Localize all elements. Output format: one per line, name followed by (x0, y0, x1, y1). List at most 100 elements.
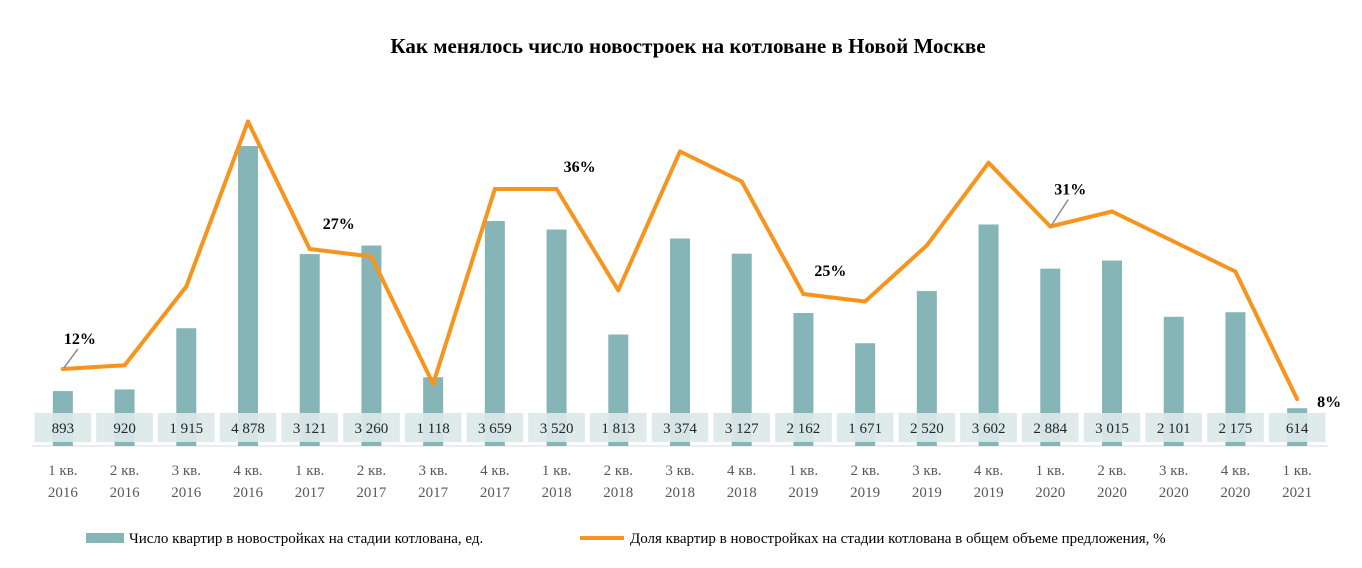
x-tick-year-5: 2017 (356, 485, 387, 501)
bar-14 (916, 291, 937, 446)
value-label-bg-16 (1021, 413, 1079, 442)
x-tick-quarter-10: 3 кв. (665, 463, 694, 479)
x-tick-year-13: 2019 (850, 485, 880, 501)
line-point-12 (801, 292, 806, 296)
value-label-bg-1 (96, 413, 153, 442)
value-label-bg-15 (960, 413, 1017, 442)
line-point-20 (1295, 397, 1300, 401)
line-point-1 (122, 363, 127, 368)
line-point-6 (431, 382, 436, 386)
bar-3 (238, 146, 258, 446)
x-tick-year-6: 2017 (418, 485, 449, 501)
x-tick-year-12: 2019 (788, 485, 818, 501)
x-tick-quarter-17: 2 кв. (1097, 463, 1126, 479)
value-label-6: 1 118 (417, 421, 450, 437)
x-tick-year-7: 2017 (480, 485, 511, 501)
line-point-4 (307, 247, 312, 251)
value-label-bg-5 (343, 413, 400, 442)
line-point-15 (986, 160, 991, 165)
value-label-15: 3 602 (972, 421, 1006, 437)
x-tick-year-15: 2019 (974, 485, 1004, 501)
x-tick-quarter-4: 1 кв. (295, 463, 324, 479)
annotation-leader-0 (63, 348, 79, 369)
value-label-bg-11 (713, 413, 771, 442)
x-tick-quarter-3: 4 кв. (233, 463, 262, 479)
x-tick-quarter-1: 2 кв. (110, 463, 139, 479)
x-tick-quarter-16: 1 кв. (1036, 463, 1065, 479)
annotation-leader-4 (1050, 199, 1069, 226)
annotation-1: 27% (323, 216, 355, 233)
legend: Число квартир в новостройках на стадии к… (86, 531, 1166, 547)
value-label-13: 1 671 (848, 421, 882, 437)
chart-title: Как менялось число новостроек на котлова… (390, 34, 985, 58)
x-tick-quarter-18: 3 кв. (1159, 463, 1188, 479)
value-label-19: 2 175 (1219, 421, 1253, 437)
x-tick-quarter-5: 2 кв. (357, 463, 386, 479)
value-label-bg-8 (528, 413, 585, 442)
x-tick-quarter-13: 2 кв. (850, 463, 879, 479)
annotation-3: 25% (814, 263, 846, 280)
value-label-4: 3 121 (293, 421, 327, 437)
value-label-bg-18 (1145, 413, 1203, 442)
x-tick-year-10: 2018 (665, 485, 695, 501)
value-label-bg-12 (775, 413, 832, 442)
value-label-18: 2 101 (1157, 421, 1191, 437)
value-label-bg-10 (651, 413, 709, 442)
x-tick-quarter-19: 4 кв. (1221, 463, 1250, 479)
x-ticks-group: 1 кв. 2016 2 кв. 2016 3 кв. 2016 4 кв. 2016 1 кв… (48, 463, 1312, 501)
bar-8 (546, 229, 567, 446)
value-label-7: 3 659 (478, 421, 512, 437)
value-label-bg-19 (1207, 413, 1264, 442)
x-tick-quarter-2: 3 кв. (172, 463, 201, 479)
x-tick-quarter-11: 4 кв. (727, 463, 756, 479)
value-label-bg-2 (157, 413, 215, 442)
value-label-bg-20 (1268, 413, 1326, 442)
bar-10 (670, 238, 690, 446)
value-label-9: 1 813 (601, 421, 635, 437)
value-label-0: 893 (52, 421, 75, 437)
value-label-bg-13 (836, 413, 894, 442)
x-tick-year-14: 2019 (912, 485, 942, 501)
bar-17 (1102, 260, 1122, 446)
line-group (60, 119, 1300, 401)
legend-bar-swatch (86, 533, 124, 543)
bar-4 (299, 254, 320, 446)
bar-16 (1040, 268, 1061, 446)
value-label-12: 2 162 (787, 421, 821, 437)
value-label-bg-14 (898, 413, 956, 442)
x-tick-quarter-6: 3 кв. (418, 463, 447, 479)
value-label-3: 4 878 (231, 421, 265, 437)
x-tick-quarter-12: 1 кв. (789, 463, 818, 479)
annotations-group: 12% 27% 36% 25% 31% 8% (63, 159, 1341, 411)
value-label-5: 3 260 (355, 421, 389, 437)
value-label-11: 3 127 (725, 421, 759, 437)
x-tick-year-18: 2020 (1159, 485, 1189, 501)
bars-group (52, 146, 1308, 446)
value-label-1: 920 (113, 421, 136, 437)
x-tick-quarter-0: 1 кв. (48, 463, 77, 479)
legend-line-label: Доля квартир в новостройках на стадии ко… (630, 531, 1166, 547)
line-point-10 (678, 149, 682, 154)
line-point-11 (739, 179, 744, 184)
line-point-14 (924, 243, 929, 248)
bar-7 (484, 220, 505, 446)
x-tick-quarter-20: 1 кв. (1282, 463, 1311, 479)
x-tick-year-1: 2016 (110, 485, 141, 501)
line-point-8 (554, 187, 559, 191)
x-tick-year-19: 2020 (1220, 485, 1250, 501)
bar-11 (731, 253, 752, 446)
x-tick-year-8: 2018 (542, 485, 572, 501)
x-tick-year-11: 2018 (727, 485, 757, 501)
value-label-10: 3 374 (663, 421, 697, 437)
x-tick-quarter-8: 1 кв. (542, 463, 571, 479)
x-tick-quarter-15: 4 кв. (974, 463, 1003, 479)
value-label-bg-6 (404, 413, 462, 442)
value-label-2: 1 915 (169, 421, 203, 437)
annotation-4: 31% (1054, 182, 1086, 199)
line-point-7 (492, 187, 497, 191)
line-point-17 (1110, 209, 1114, 214)
legend-bar-label: Число квартир в новостройках на стадии к… (129, 531, 483, 547)
bar-15 (978, 224, 999, 446)
x-tick-year-17: 2020 (1097, 485, 1127, 501)
